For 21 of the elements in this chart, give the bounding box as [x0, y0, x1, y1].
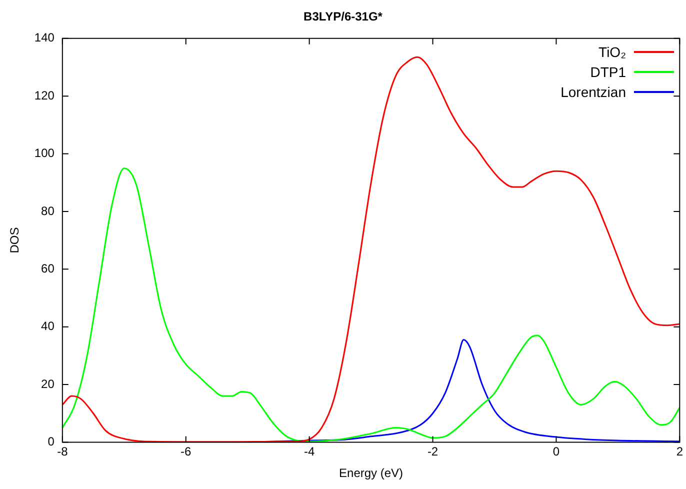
y-tick-label: 120 — [34, 88, 55, 102]
y-tick-label: 80 — [41, 204, 55, 218]
line-series — [62, 167, 680, 442]
y-tick-label: 0 — [48, 434, 55, 449]
legend-label: DTP1 — [590, 63, 626, 82]
y-tick-label: 60 — [41, 261, 55, 276]
x-tick-label: 2 — [676, 444, 684, 459]
legend-label: Lorentzian — [560, 83, 626, 102]
x-tick-label: -6 — [180, 444, 192, 459]
x-tick-label: -4 — [304, 444, 315, 459]
x-axis-title: Energy (eV) — [339, 466, 404, 480]
y-tick-label: 140 — [34, 30, 55, 45]
legend-label: TiO₂ — [598, 43, 626, 62]
y-tick-label: 20 — [41, 376, 55, 391]
chart-title: B3LYP/6-31G* — [304, 10, 383, 24]
x-tick-label: -2 — [427, 444, 438, 459]
y-tick-label: 100 — [34, 146, 55, 160]
y-axis-title: DOS — [8, 227, 22, 254]
y-tick-label: 40 — [41, 319, 55, 334]
x-tick-label: -8 — [57, 444, 68, 459]
x-tick-label: 0 — [552, 444, 560, 459]
